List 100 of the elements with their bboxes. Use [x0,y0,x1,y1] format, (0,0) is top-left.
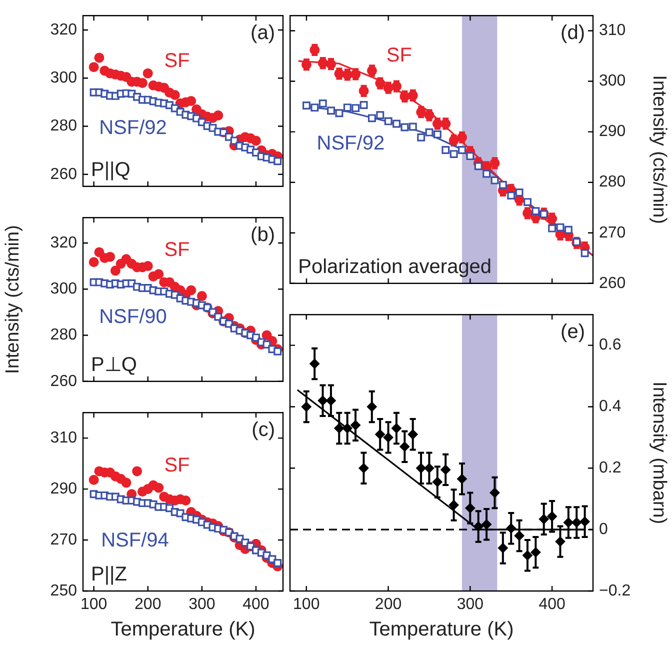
point [318,100,327,108]
y-tick-label: 280 [50,118,78,135]
point [474,162,482,170]
point [335,109,344,118]
point [580,516,590,527]
series-label: SF [164,238,190,261]
point [186,285,196,296]
point [105,252,116,262]
point [326,396,336,406]
point [88,474,99,485]
point [538,514,549,524]
point [213,110,224,120]
point [490,176,499,184]
point [530,547,541,558]
annotation: P||Z [91,564,127,586]
point [358,463,369,474]
annotation: (e) [560,321,585,344]
y-tick-label: 280 [599,174,626,191]
y-tick-label: 0.2 [599,460,622,477]
point [424,463,434,474]
point [274,558,282,567]
y-tick-label: 320 [50,21,78,38]
point [154,482,164,493]
point [417,133,426,142]
y-tick-label: 260 [599,274,626,292]
point [572,518,582,528]
point [522,550,532,560]
point [432,476,442,487]
point [482,170,491,178]
y-axis-title: Intensity (cts/min) [2,225,24,374]
y-axis-title: Intensity (mbarn) [648,382,670,524]
y-tick-label: 290 [50,480,78,498]
point [416,463,426,474]
point [506,523,516,534]
y-tick-label: −0.2 [599,582,631,600]
point [555,536,566,547]
point [391,423,402,434]
point [458,146,466,154]
point [224,320,233,328]
y-tick-label: 300 [599,72,626,90]
point [563,518,574,528]
point [94,52,104,63]
series-label: SF [164,454,190,477]
point [137,78,148,88]
x-tick-label: 100 [80,596,108,614]
point [327,106,336,115]
point [350,420,361,430]
y-tick-label: 270 [50,531,78,548]
point [132,466,142,476]
x-tick-label: 200 [374,596,402,614]
point [547,511,558,522]
y-tick-label: 300 [50,280,78,298]
point [425,128,434,136]
series-label: SF [386,44,412,66]
point [498,543,508,554]
point [250,136,261,146]
point [310,104,319,112]
point [342,423,352,434]
point [110,266,120,276]
point [433,130,442,138]
point [142,68,153,78]
point [490,488,500,498]
annotation: P⊥Q [91,354,137,376]
point [352,104,360,112]
point [408,429,418,440]
y-tick-label: 0.4 [599,398,622,416]
series-label: SF [164,50,190,72]
point [170,90,180,100]
point [180,496,191,506]
y-tick-label: 260 [50,166,78,183]
point [383,432,394,442]
y-tick-label: 300 [50,70,78,87]
y-tick-label: 310 [50,429,78,446]
annotation: P||Q [91,158,130,181]
point [302,102,310,110]
point [465,503,476,514]
point [556,223,564,232]
point [121,478,132,488]
point [360,101,368,110]
x-tick-label: 100 [293,596,320,614]
point [507,192,516,200]
y-tick-label: 320 [50,234,78,252]
annotation: (a) [250,22,275,44]
point [440,464,451,475]
point [456,474,467,484]
series-label: NSF/92 [316,132,385,155]
series-label: NSF/92 [99,116,167,139]
y-tick-label: 260 [50,372,78,390]
annotation: Polarization averaged [298,256,492,278]
y-tick-label: 270 [599,224,626,242]
annotation: (c) [252,419,275,442]
y-tick-label: 0.6 [599,336,622,354]
point [154,269,164,280]
point [196,291,207,302]
point [301,402,312,412]
point [564,226,572,234]
point [334,423,344,434]
x-tick-label: 200 [134,596,162,614]
point [384,117,392,126]
point [580,249,589,258]
